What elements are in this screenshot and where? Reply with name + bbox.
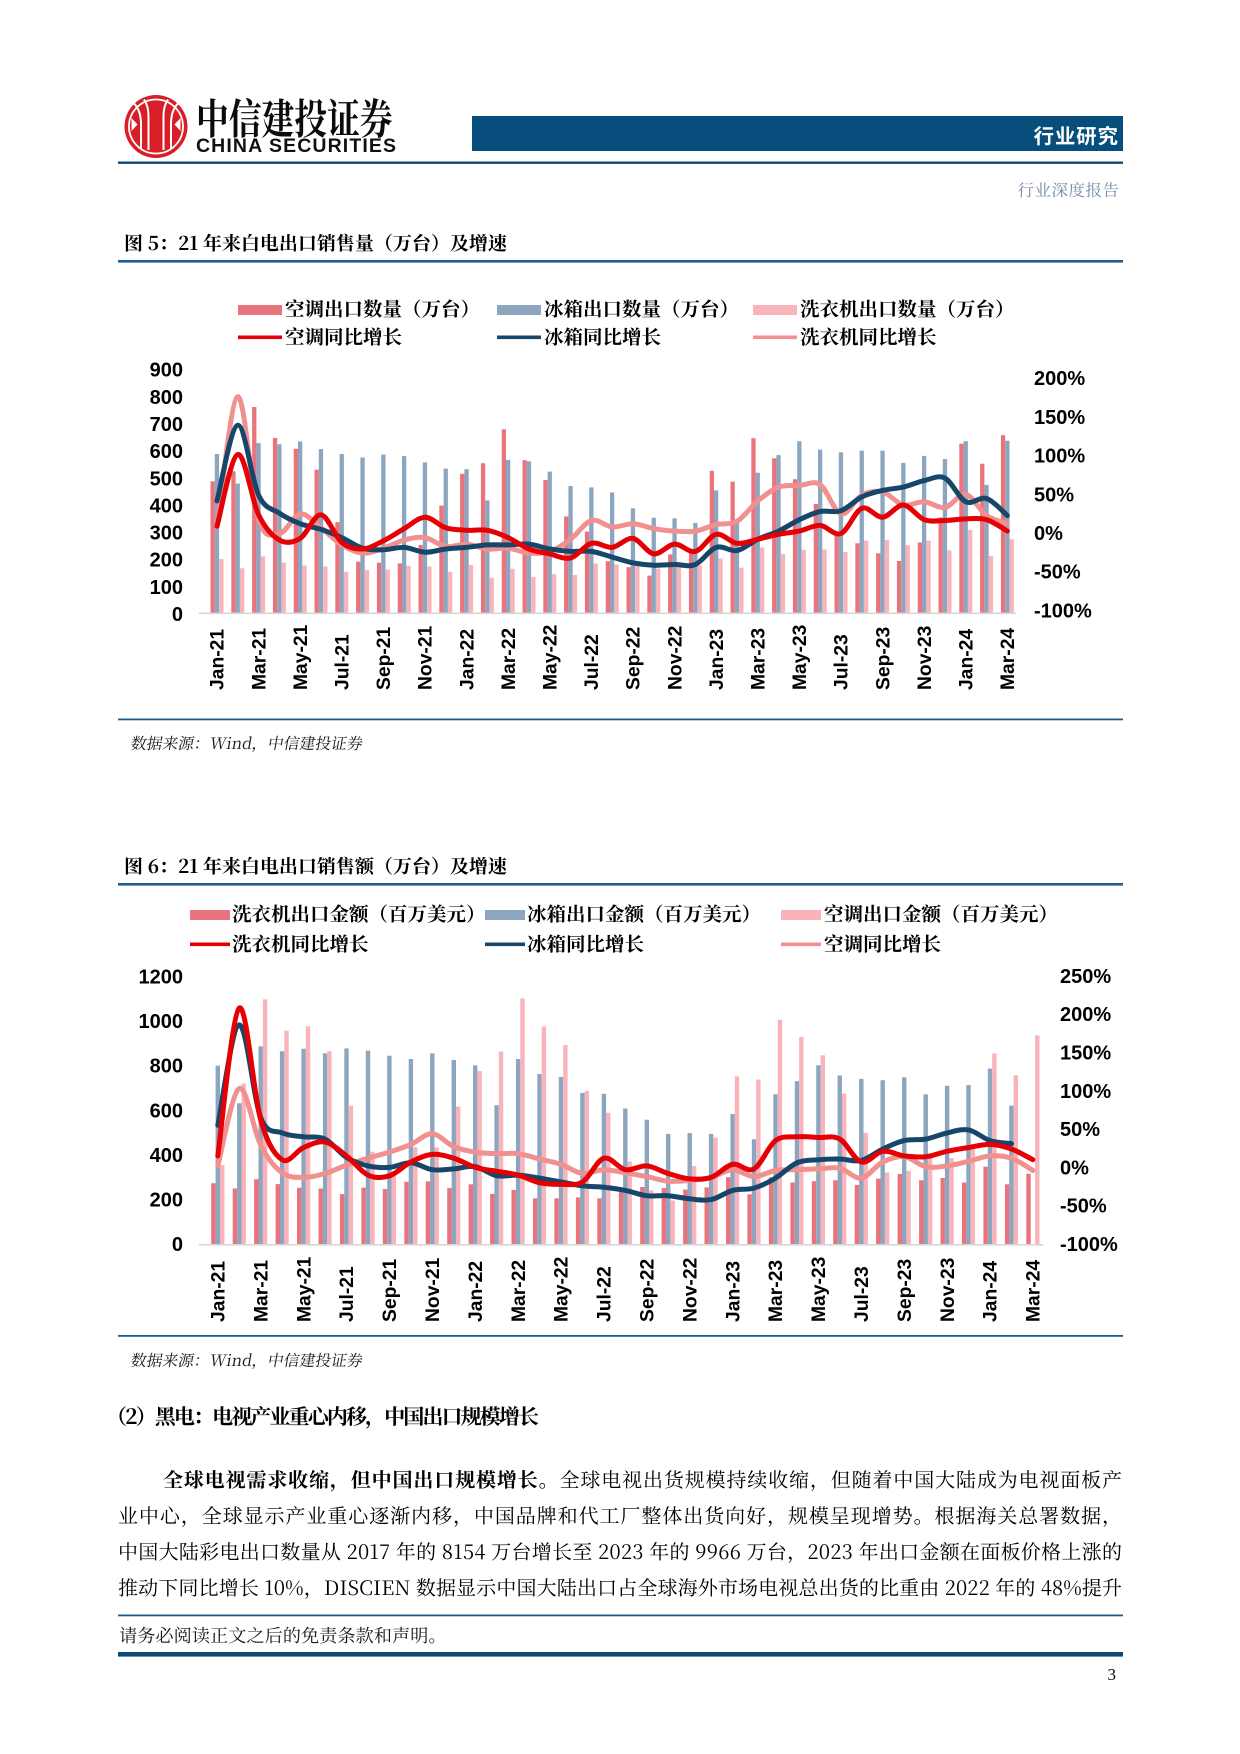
svg-text:Nov-23: Nov-23 <box>915 625 936 690</box>
svg-text:Jul-21: Jul-21 <box>333 634 354 690</box>
svg-text:300: 300 <box>150 523 183 545</box>
svg-text:150%: 150% <box>1034 407 1085 429</box>
svg-text:Jan-23: Jan-23 <box>707 629 728 690</box>
svg-text:Mar-22: Mar-22 <box>509 1260 530 1322</box>
svg-text:Jan-24: Jan-24 <box>957 629 978 690</box>
svg-text:600: 600 <box>150 441 183 463</box>
svg-text:Mar-22: Mar-22 <box>499 628 520 690</box>
svg-text:1000: 1000 <box>139 1011 184 1033</box>
svg-text:Sep-22: Sep-22 <box>638 1259 659 1322</box>
svg-text:May-21: May-21 <box>291 624 312 690</box>
svg-text:Jan-22: Jan-22 <box>466 1261 487 1322</box>
svg-text:May-21: May-21 <box>294 1256 315 1322</box>
svg-text:Sep-23: Sep-23 <box>873 626 894 690</box>
svg-text:500: 500 <box>150 468 183 490</box>
svg-text:Jan-21: Jan-21 <box>208 629 229 690</box>
svg-text:800: 800 <box>150 1056 183 1078</box>
svg-text:250%: 250% <box>1060 966 1111 988</box>
svg-text:Jul-21: Jul-21 <box>337 1266 358 1322</box>
svg-text:Sep-21: Sep-21 <box>380 1258 401 1322</box>
svg-text:200%: 200% <box>1060 1004 1111 1026</box>
svg-text:50%: 50% <box>1034 484 1074 506</box>
svg-text:200: 200 <box>150 1189 183 1211</box>
svg-text:May-23: May-23 <box>809 1256 830 1322</box>
svg-text:100: 100 <box>150 577 183 599</box>
svg-text:Jan-21: Jan-21 <box>209 1261 230 1322</box>
svg-text:Mar-24: Mar-24 <box>998 628 1019 690</box>
svg-text:400: 400 <box>150 495 183 517</box>
svg-text:Jul-22: Jul-22 <box>595 1266 616 1322</box>
svg-text:600: 600 <box>150 1100 183 1122</box>
svg-text:150%: 150% <box>1060 1043 1111 1065</box>
svg-text:Mar-21: Mar-21 <box>251 1260 272 1322</box>
svg-text:100%: 100% <box>1034 446 1085 468</box>
svg-text:-50%: -50% <box>1034 562 1081 584</box>
svg-text:Mar-24: Mar-24 <box>1024 1260 1045 1322</box>
svg-text:Sep-22: Sep-22 <box>624 627 645 690</box>
svg-text:0: 0 <box>172 1234 183 1256</box>
svg-text:Nov-22: Nov-22 <box>665 626 686 690</box>
svg-text:Sep-23: Sep-23 <box>895 1258 916 1322</box>
svg-text:50%: 50% <box>1060 1119 1100 1141</box>
svg-text:3: 3 <box>1108 1665 1117 1684</box>
svg-text:700: 700 <box>150 414 183 436</box>
svg-text:Mar-23: Mar-23 <box>749 628 770 690</box>
svg-text:800: 800 <box>150 387 183 409</box>
svg-text:May-23: May-23 <box>790 624 811 690</box>
svg-text:Sep-21: Sep-21 <box>374 626 395 690</box>
svg-text:CHINA SECURITIES: CHINA SECURITIES <box>196 135 397 157</box>
svg-text:Nov-23: Nov-23 <box>938 1257 959 1322</box>
svg-text:400: 400 <box>150 1145 183 1167</box>
svg-text:May-22: May-22 <box>541 625 562 690</box>
svg-text:900: 900 <box>150 360 183 382</box>
svg-text:Nov-21: Nov-21 <box>416 625 437 690</box>
svg-text:-50%: -50% <box>1060 1196 1107 1218</box>
svg-text:-100%: -100% <box>1060 1234 1118 1256</box>
svg-text:Jan-22: Jan-22 <box>457 629 478 690</box>
svg-text:200%: 200% <box>1034 368 1085 390</box>
svg-text:Nov-21: Nov-21 <box>423 1257 444 1322</box>
svg-text:Jul-23: Jul-23 <box>832 634 853 690</box>
svg-text:0: 0 <box>172 604 183 626</box>
svg-text:Mar-21: Mar-21 <box>249 628 270 690</box>
svg-text:Jul-23: Jul-23 <box>852 1266 873 1322</box>
svg-text:Nov-22: Nov-22 <box>680 1258 701 1322</box>
svg-text:Jan-24: Jan-24 <box>981 1261 1002 1322</box>
svg-text:Jul-22: Jul-22 <box>582 634 603 690</box>
svg-text:0%: 0% <box>1034 523 1063 545</box>
svg-text:200: 200 <box>150 550 183 572</box>
svg-text:Mar-23: Mar-23 <box>766 1260 787 1322</box>
svg-text:100%: 100% <box>1060 1081 1111 1103</box>
svg-text:0%: 0% <box>1060 1157 1089 1179</box>
svg-text:1200: 1200 <box>139 967 184 989</box>
svg-text:-100%: -100% <box>1034 600 1092 622</box>
svg-text:Jan-23: Jan-23 <box>723 1261 744 1322</box>
svg-text:May-22: May-22 <box>552 1257 573 1322</box>
